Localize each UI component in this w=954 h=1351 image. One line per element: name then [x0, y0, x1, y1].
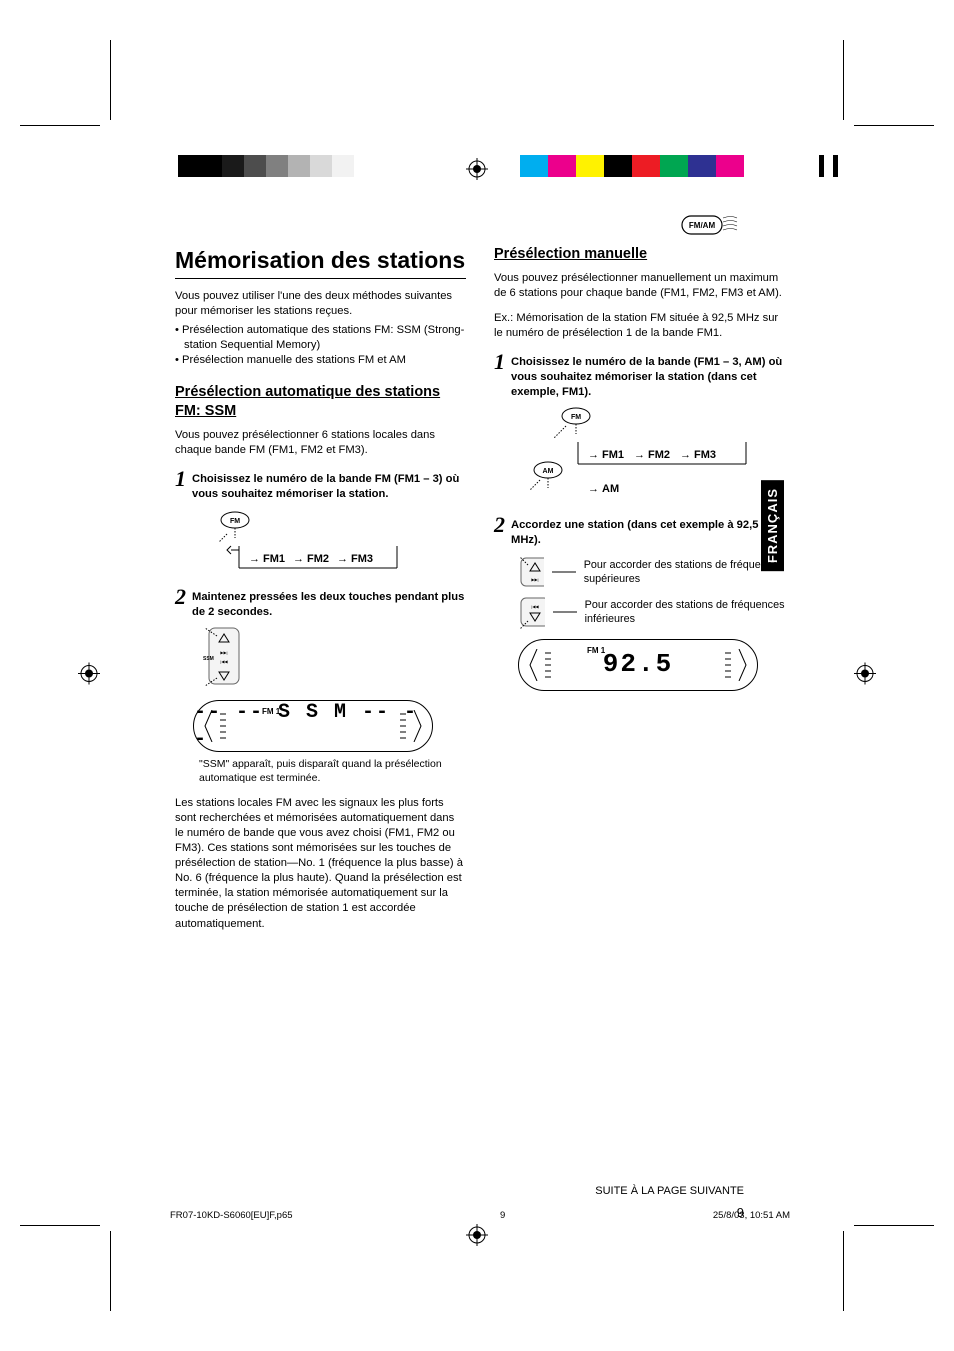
svg-text:→: → — [634, 449, 645, 461]
bullet-item: Présélection manuelle des stations FM et… — [175, 353, 466, 368]
svg-text:→: → — [680, 449, 691, 461]
svg-text:FM1: FM1 — [602, 449, 624, 461]
footer-page: 9 — [500, 1210, 505, 1221]
svg-text:FM2: FM2 — [648, 449, 670, 461]
tune-down-button-icon: |◀◀ — [518, 595, 545, 629]
svg-text:FM3: FM3 — [694, 449, 716, 461]
tune-down-text: Pour accorder des stations de fréquences… — [585, 598, 785, 626]
step-1: 1 Choisissez le numéro de la bande FM (F… — [175, 468, 466, 502]
lcd-display: FM 1 92.5 — [518, 639, 758, 691]
step-text: Choisissez le numéro de la bande FM (FM1… — [192, 472, 466, 502]
badge-label: FM/AM — [689, 221, 716, 230]
subsection-heading: Présélection automatique des stations FM… — [175, 383, 466, 422]
fm-am-badge-icon: FM/AM — [681, 210, 739, 240]
svg-text:SSM: SSM — [203, 656, 214, 662]
registration-mark-icon — [466, 158, 488, 185]
svg-text:|◀◀: |◀◀ — [220, 659, 228, 664]
tune-up-row: ▶▶| Pour accorder des stations de fréque… — [518, 555, 785, 589]
right-column: Présélection manuelle Vous pouvez présél… — [494, 245, 785, 932]
step-number: 1 — [175, 468, 186, 490]
step-number: 2 — [175, 586, 186, 608]
svg-text:→: → — [588, 449, 599, 461]
svg-text:AM: AM — [543, 468, 554, 475]
svg-text:FM2: FM2 — [307, 553, 329, 565]
step-text: Accordez une station (dans cet exemple à… — [511, 518, 785, 548]
subsection-heading: Présélection manuelle — [494, 245, 785, 265]
manual-example: Ex.: Mémorisation de la station FM situé… — [494, 311, 785, 341]
manual-lead: Vous pouvez présélectionner manuellement… — [494, 271, 785, 301]
svg-text:→: → — [293, 553, 304, 565]
ssm-lead: Vous pouvez présélectionner 6 stations l… — [175, 428, 466, 458]
left-column: Mémorisation des stations Vous pouvez ut… — [175, 245, 466, 932]
step-number: 1 — [494, 351, 505, 373]
svg-text:▶▶|: ▶▶| — [531, 577, 538, 582]
step-2: 2 Maintenez pressées les deux touches pe… — [175, 586, 466, 620]
pointer-line-icon — [552, 567, 575, 577]
pointer-line-icon — [553, 607, 577, 617]
svg-text:→: → — [249, 553, 260, 565]
svg-text:▶▶|: ▶▶| — [220, 650, 227, 655]
intro-bullets: Présélection automatique des stations FM… — [175, 323, 466, 368]
footer-datetime: 25/8/03, 10:51 AM — [713, 1210, 790, 1221]
step-number: 2 — [494, 514, 505, 536]
svg-text:→: → — [337, 553, 348, 565]
intro-text: Vous pouvez utiliser l'une des deux méth… — [175, 289, 466, 319]
bullet-item: Présélection automatique des stations FM… — [175, 323, 466, 353]
lcd-band-label: FM 1 — [587, 646, 605, 657]
svg-text:FM3: FM3 — [351, 553, 373, 565]
footer-filename: FR07-10KD-S6060[EU]F,p65 — [170, 1210, 293, 1221]
ssm-button-icon: ▶▶| SSM |◀◀ — [199, 624, 259, 690]
page-content: Mémorisation des stations Vous pouvez ut… — [175, 245, 785, 932]
step-text: Maintenez pressées les deux touches pend… — [192, 590, 466, 620]
svg-text:FM: FM — [230, 518, 240, 525]
svg-text:AM: AM — [602, 483, 619, 495]
registration-mark-icon — [854, 662, 876, 689]
step-2: 2 Accordez une station (dans cet exemple… — [494, 514, 785, 548]
step-text: Choisissez le numéro de la bande (FM1 – … — [511, 355, 785, 400]
registration-mark-icon — [78, 662, 100, 689]
lcd-band-label: FM 1 — [262, 707, 280, 718]
tune-up-button-icon: ▶▶| — [518, 555, 544, 589]
svg-text:FM: FM — [571, 414, 581, 421]
fm-am-band-diagram: FM AM → FM1 → FM2 → FM3 — [518, 404, 758, 504]
tune-down-row: |◀◀ Pour accorder des stations de fréque… — [518, 595, 785, 629]
svg-text:FM1: FM1 — [263, 553, 285, 565]
ssm-note: "SSM" apparaît, puis disparaît quand la … — [199, 758, 466, 785]
svg-text:|◀◀: |◀◀ — [531, 604, 539, 609]
lcd-display: FM 1 -- -- S S M -- -- — [193, 700, 433, 752]
step-1: 1 Choisissez le numéro de la bande (FM1 … — [494, 351, 785, 400]
svg-text:→: → — [588, 483, 599, 495]
registration-mark-icon — [466, 1224, 488, 1251]
continue-text: SUITE À LA PAGE SUIVANTE — [595, 1185, 744, 1197]
lcd-text: 92.5 — [603, 647, 673, 682]
ssm-paragraph: Les stations locales FM avec les signaux… — [175, 796, 466, 932]
footer: FR07-10KD-S6060[EU]F,p65 9 25/8/03, 10:5… — [170, 1210, 790, 1221]
fm-band-diagram: FM → FM1 → FM2 → FM3 — [199, 506, 399, 576]
section-title: Mémorisation des stations — [175, 245, 466, 279]
tune-up-text: Pour accorder des stations de fréquences… — [584, 558, 785, 586]
